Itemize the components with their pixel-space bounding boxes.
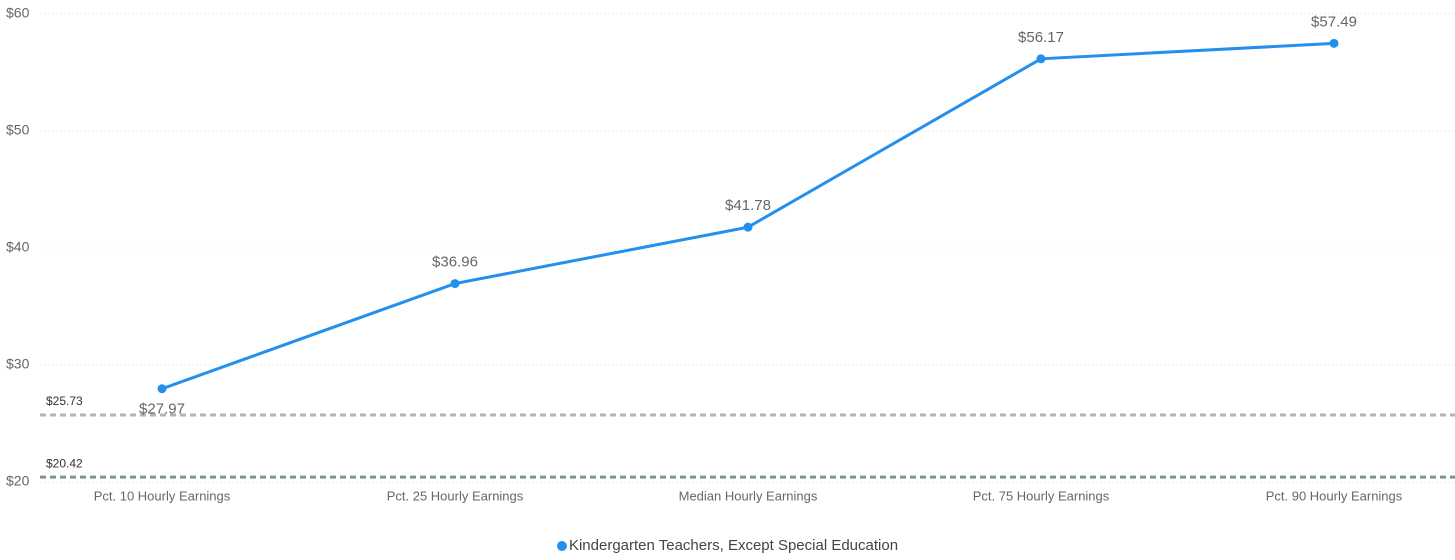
y-tick-label: $30 — [6, 356, 30, 372]
reference-label: $20.42 — [46, 456, 83, 470]
x-tick-label: Pct. 90 Hourly Earnings — [1266, 488, 1403, 503]
data-point — [450, 279, 460, 289]
data-label: $27.97 — [139, 401, 185, 418]
reference-label: $25.73 — [46, 394, 83, 408]
data-point — [743, 222, 753, 232]
data-label: $36.96 — [432, 254, 478, 271]
x-tick-label: Median Hourly Earnings — [679, 488, 818, 503]
data-label: $56.17 — [1018, 29, 1064, 46]
data-point — [157, 384, 167, 394]
x-tick-label: Pct. 75 Hourly Earnings — [973, 488, 1110, 503]
y-tick-label: $50 — [6, 122, 30, 138]
legend-marker — [556, 541, 567, 551]
data-point — [1329, 38, 1339, 48]
data-point — [1036, 54, 1046, 64]
x-tick-label: Pct. 10 Hourly Earnings — [94, 488, 231, 503]
x-tick-label: Pct. 25 Hourly Earnings — [387, 488, 524, 503]
series-line — [161, 41, 1335, 391]
y-tick-label: $20 — [6, 473, 30, 489]
data-label: $41.78 — [725, 197, 771, 214]
y-tick-label: $40 — [6, 239, 30, 255]
legend-label: Kindergarten Teachers, Except Special Ed… — [569, 537, 898, 554]
data-label: $57.49 — [1311, 13, 1357, 30]
y-tick-label: $60 — [6, 5, 30, 21]
